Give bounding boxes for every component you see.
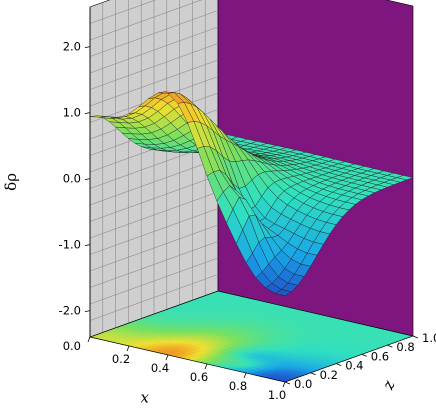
grid-line bbox=[89, 0, 157, 24]
value-axis-label: δρ bbox=[2, 173, 20, 191]
x-tick-label: 0.8 bbox=[229, 379, 247, 393]
grid-line bbox=[89, 175, 219, 222]
grid-line bbox=[89, 257, 219, 305]
grid-line bbox=[89, 241, 219, 288]
x-tick-label: 0.6 bbox=[190, 370, 208, 384]
surface-mesh bbox=[89, 91, 414, 296]
tick-mark bbox=[412, 335, 419, 339]
z-tick-label: 0.4 bbox=[345, 359, 363, 373]
tick-mark bbox=[87, 336, 91, 343]
z-axis-label: z bbox=[379, 378, 399, 393]
value-tick-label: 2.0 bbox=[63, 40, 81, 54]
value-tick-label: 1.0 bbox=[63, 106, 81, 120]
z-tick-label: 0.2 bbox=[320, 368, 338, 382]
grid-line bbox=[89, 10, 219, 57]
tick-mark bbox=[284, 381, 291, 385]
grid-line bbox=[89, 26, 219, 74]
tick-mark bbox=[84, 178, 91, 180]
tick-mark bbox=[84, 112, 91, 114]
x-tick-label: 0.0 bbox=[63, 339, 81, 353]
grid-line bbox=[89, 0, 203, 41]
tick-mark bbox=[243, 372, 247, 379]
x-tick-label: 0.4 bbox=[151, 361, 169, 375]
tick-mark bbox=[84, 244, 91, 246]
tick-mark bbox=[361, 354, 367, 357]
grid-line bbox=[89, 158, 219, 206]
tick-mark bbox=[387, 344, 393, 348]
grid-line bbox=[89, 274, 219, 321]
grid-line bbox=[89, 59, 219, 107]
tick-mark bbox=[84, 46, 91, 48]
z-tick-label: 0.8 bbox=[396, 340, 414, 354]
tick-mark bbox=[165, 354, 169, 361]
grid-line bbox=[89, 224, 219, 272]
tick-mark bbox=[336, 363, 342, 366]
floor-projection bbox=[88, 290, 415, 383]
grid-line bbox=[89, 208, 219, 255]
surface-facet bbox=[274, 289, 293, 296]
value-tick-label: -1.0 bbox=[59, 238, 81, 252]
x-axis-label: x bbox=[141, 388, 150, 406]
tick-mark bbox=[282, 381, 286, 388]
value-tick-label: -2.0 bbox=[59, 304, 81, 318]
x-tick-label: 0.2 bbox=[112, 352, 130, 366]
tick-mark bbox=[126, 345, 130, 352]
tick-mark bbox=[204, 363, 208, 370]
tick-mark bbox=[84, 310, 91, 312]
grid-line bbox=[89, 43, 219, 90]
grid-line bbox=[89, 191, 219, 239]
value-tick-label: 0.0 bbox=[63, 172, 81, 186]
z-tick-label: 1.0 bbox=[422, 331, 436, 345]
tick-mark bbox=[310, 372, 316, 376]
axes: -2.0 -1.0 0.0 1.0 2.0 0.2 0.4 0.6 0.8 1.0 0.0 0.2 0.… bbox=[2, 7, 436, 406]
z-tick-label: 0.6 bbox=[371, 349, 389, 363]
x-tick-label: 1.0 bbox=[268, 388, 286, 402]
z-tick-label: 0.0 bbox=[294, 377, 312, 391]
